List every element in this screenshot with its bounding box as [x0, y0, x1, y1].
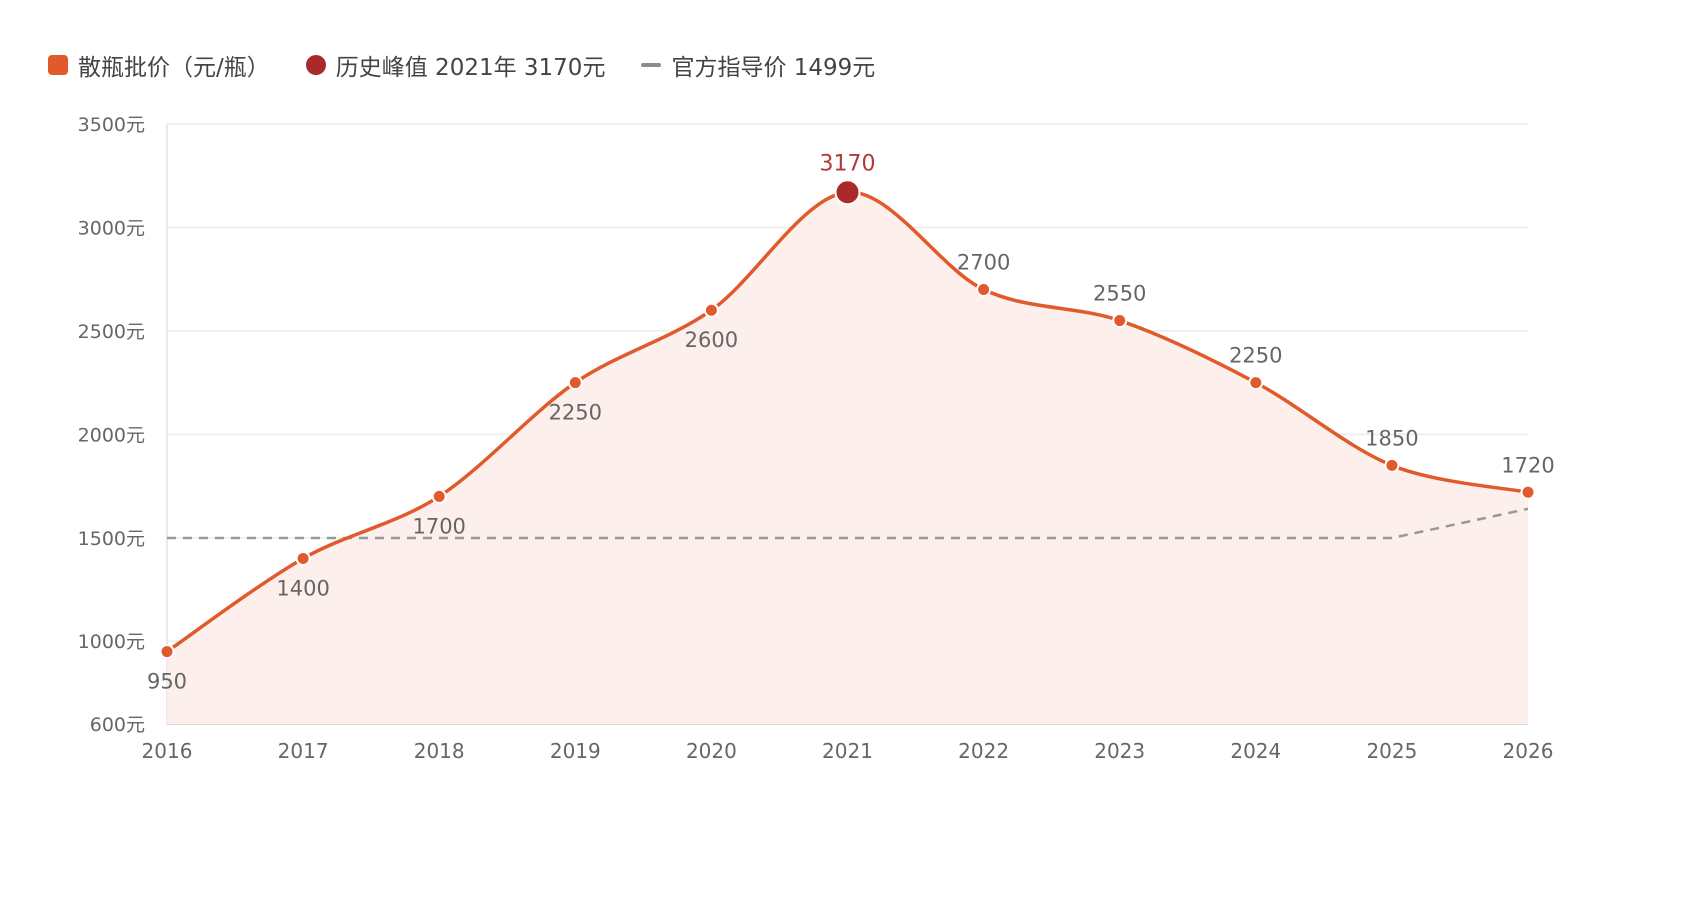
data-point	[295, 550, 311, 566]
data-point	[431, 488, 447, 504]
data-label: 2250	[549, 401, 602, 425]
y-tick-label: 3500元	[78, 114, 145, 136]
peak-data-label: 3170	[820, 151, 876, 176]
legend-swatch-price	[48, 55, 68, 75]
data-label: 2550	[1093, 282, 1146, 306]
y-tick-label: 1500元	[78, 528, 145, 550]
x-tick-label: 2023	[1094, 739, 1145, 763]
data-point	[1384, 457, 1400, 473]
legend-label-guide: 官方指导价 1499元	[671, 55, 876, 81]
x-tick-label: 2024	[1230, 739, 1281, 763]
data-point	[567, 375, 583, 391]
x-tick-label: 2019	[550, 739, 601, 763]
y-tick-label: 2000元	[78, 424, 145, 446]
data-label: 2700	[957, 251, 1010, 275]
data-label: 2600	[685, 328, 738, 352]
data-label: 1720	[1501, 453, 1554, 477]
data-point	[159, 644, 175, 660]
data-label: 2250	[1229, 344, 1282, 368]
data-label: 1400	[276, 576, 329, 600]
data-point	[1520, 484, 1536, 500]
data-point	[1248, 375, 1264, 391]
data-label: 950	[147, 670, 187, 694]
y-tick-label: 3000元	[78, 217, 145, 239]
x-tick-label: 2025	[1366, 739, 1417, 763]
data-label: 1850	[1365, 426, 1418, 450]
x-tick-label: 2016	[142, 739, 193, 763]
legend-swatch-guide	[641, 63, 662, 67]
guide-price-line	[167, 507, 1529, 540]
y-tick-label: 1000元	[78, 631, 145, 653]
x-tick-label: 2020	[686, 739, 737, 763]
x-tick-label: 2017	[278, 739, 329, 763]
data-label: 1700	[412, 514, 465, 538]
legend-item-price[interactable]: 散瓶批价（元/瓶）	[48, 48, 270, 82]
x-tick-label: 2022	[958, 739, 1009, 763]
data-point	[703, 302, 719, 318]
legend-swatch-peak	[305, 55, 326, 75]
data-point	[976, 282, 992, 298]
x-tick-label: 2018	[414, 739, 465, 763]
legend-item-peak[interactable]: 历史峰值 2021年 3170元	[305, 48, 606, 82]
legend-label-price: 散瓶批价（元/瓶）	[78, 55, 270, 81]
price-area	[167, 192, 1528, 725]
peak-point	[834, 179, 861, 206]
data-point	[1112, 313, 1128, 329]
y-tick-label: 600元	[90, 714, 145, 736]
legend-label-peak: 历史峰值 2021年 3170元	[335, 55, 606, 81]
legend-item-guide[interactable]: 官方指导价 1499元	[641, 48, 875, 82]
chart-legend: 散瓶批价（元/瓶） 历史峰值 2021年 3170元 官方指导价 1499元	[48, 48, 911, 82]
x-tick-label: 2021	[822, 739, 873, 763]
x-tick-label: 2026	[1503, 739, 1554, 763]
y-tick-label: 2500元	[78, 321, 145, 343]
